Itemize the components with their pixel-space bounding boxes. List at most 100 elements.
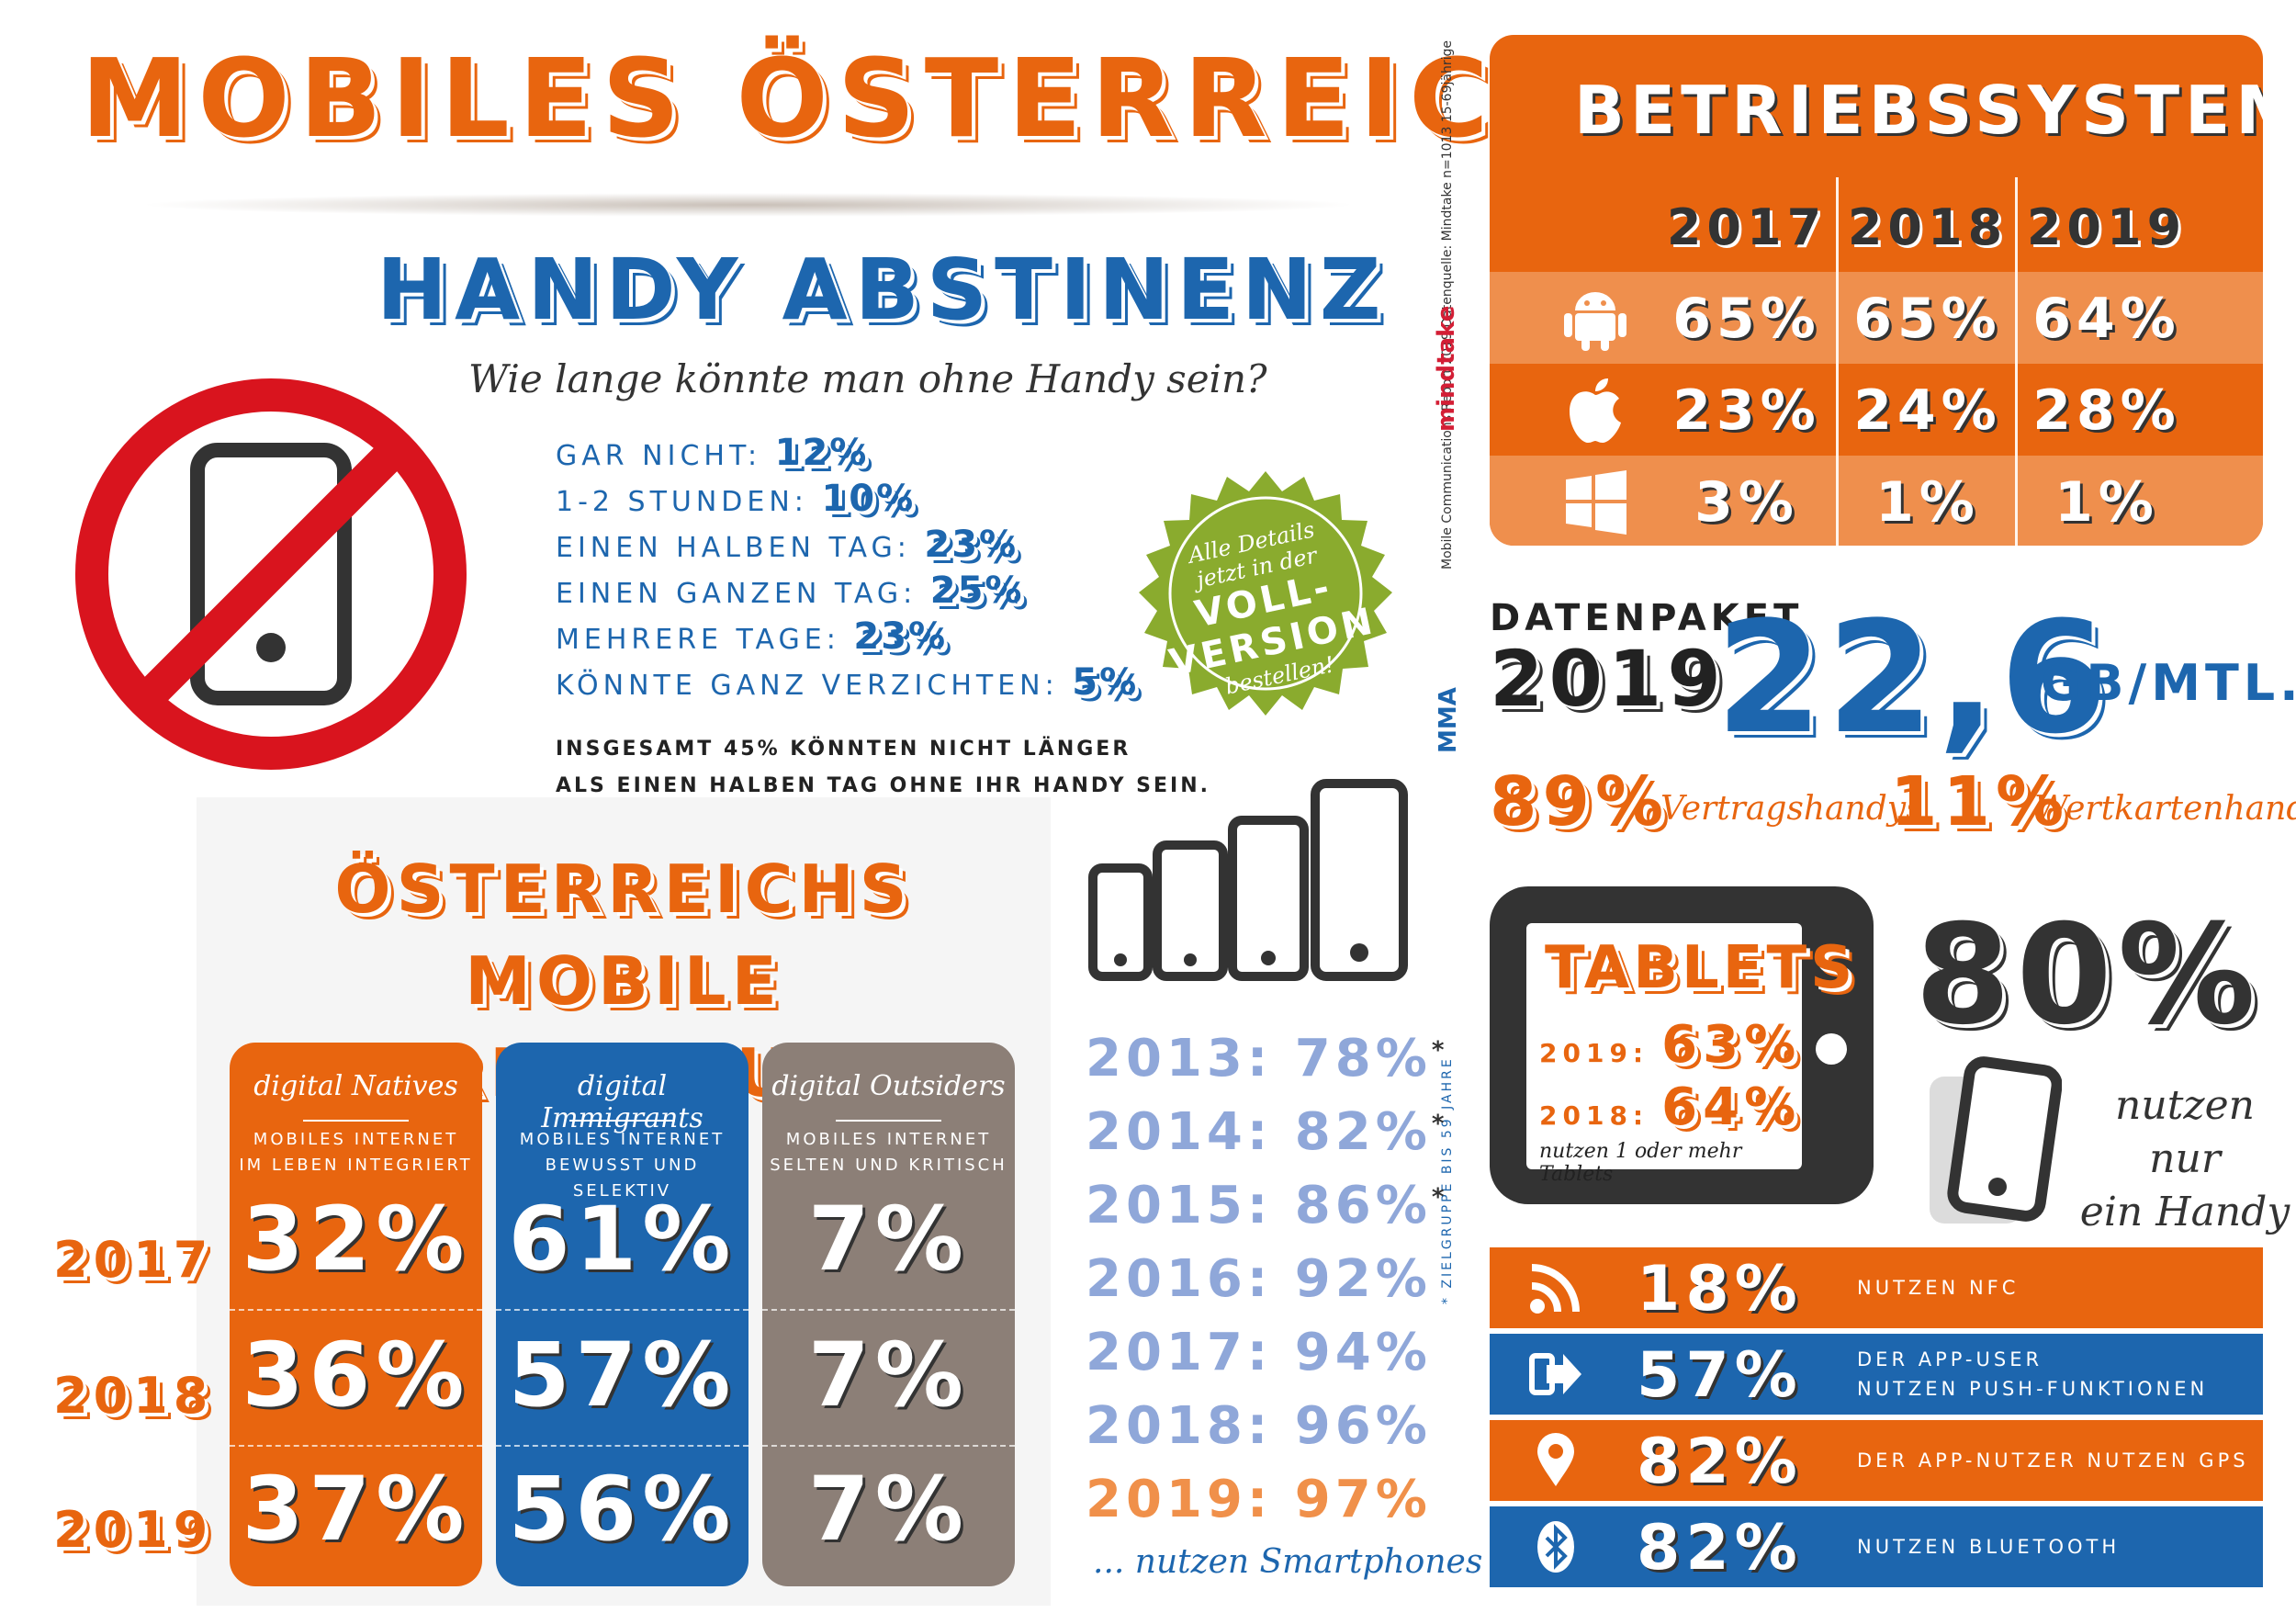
group-digital-immigrants: digital Immigrants MOBILES INTERNET BEWUS…	[496, 1043, 748, 1586]
group-name: digital Outsiders	[771, 1070, 1006, 1102]
mindtake-logo: mindtake	[1433, 305, 1460, 432]
phone-outline-icon	[1930, 1056, 2062, 1224]
datenpaket-year: 2019	[1490, 634, 1727, 724]
windows-icon	[1566, 470, 1626, 535]
group-value: 37%	[242, 1458, 470, 1561]
year-label: 2017	[53, 1231, 214, 1289]
feature-nfc: 18% NUTZEN NFC	[1490, 1247, 2263, 1328]
feature-value: 57%	[1637, 1339, 1803, 1412]
datenpaket-value: 22,6	[1716, 588, 2111, 768]
vertrag-label: Vertragshandys	[1660, 790, 1923, 828]
os-divider	[1836, 177, 1839, 546]
year-label: 2018	[53, 1367, 214, 1425]
feature-text: NUTZEN BLUETOOTH	[1857, 1536, 2121, 1558]
os-row-windows: 3% 1% 1%	[1490, 456, 2263, 546]
os-year-2018: 2018	[1847, 198, 2009, 256]
group-name: digital Natives	[253, 1070, 458, 1102]
os-value: 64%	[2032, 287, 2181, 351]
group-desc: MOBILES INTERNET SELTEN UND KRITISCH	[770, 1130, 1007, 1175]
os-value: 28%	[2032, 378, 2181, 443]
group-value: 56%	[508, 1458, 737, 1561]
smartphone-row: 2017: 94%	[1086, 1323, 1432, 1382]
os-value: 24%	[1853, 378, 2002, 443]
source-note: Mobile Communications Report 2019 Datenq…	[1440, 40, 1455, 570]
abstinenz-item: KÖNNTE GANZ VERZICHTEN: 5%	[556, 661, 1139, 704]
group-digital-outsiders: digital Outsiders MOBILES INTERNET SELTEN…	[762, 1043, 1015, 1586]
os-value: 65%	[1672, 287, 1821, 351]
tablet-screen: TABLETS 2019: 63% 2018: 64% nutzen 1 oder …	[1526, 923, 1852, 1186]
abstinenz-item: EINEN HALBEN TAG: 23%	[556, 524, 1019, 566]
year-label: 2019	[53, 1501, 214, 1559]
bluetooth-icon	[1537, 1521, 1574, 1573]
group-value: 61%	[508, 1188, 737, 1291]
nfc-icon	[1530, 1264, 1580, 1314]
vertrag-percent: 89%	[1490, 762, 1670, 841]
android-icon	[1564, 292, 1626, 351]
os-value: 1%	[2054, 470, 2159, 535]
smartphone-row: 2014: 82%*	[1086, 1102, 1449, 1162]
tablet-home-button	[1816, 1033, 1847, 1065]
os-row-apple: 23% 24% 28%	[1490, 364, 2263, 456]
wertkarten-percent: 11%	[1890, 762, 2070, 841]
os-divider	[2015, 177, 2018, 546]
phone-sizes-icon	[1088, 779, 1408, 981]
abstinenz-item: GAR NICHT: 12%	[556, 432, 869, 474]
smartphones-note: ... nutzen Smartphones	[1093, 1543, 1483, 1581]
smartphone-row: 2013: 78%*	[1086, 1029, 1449, 1088]
os-value: 23%	[1672, 378, 1821, 443]
os-row-android: 65% 65% 64%	[1490, 272, 2263, 364]
abstinenz-item: EINEN GANZEN TAG: 25%	[556, 570, 1024, 612]
feature-value: 82%	[1637, 1512, 1803, 1585]
only-handy-percent: 80%	[1915, 896, 2262, 1055]
group-desc: MOBILES INTERNET IM LEBEN INTEGRIERT	[239, 1130, 473, 1175]
smartphone-row: 2019: 97%	[1086, 1470, 1432, 1529]
group-value: 7%	[808, 1458, 969, 1561]
os-value: 3%	[1694, 470, 1799, 535]
tablet-row-2018: 2018: 64%	[1539, 1077, 1802, 1137]
title-divider	[138, 193, 1359, 217]
os-value: 65%	[1853, 287, 2002, 351]
feature-text: DER APP-NUTZER NUTZEN GPS	[1857, 1449, 2249, 1472]
feature-gps: 82% DER APP-NUTZER NUTZEN GPS	[1490, 1420, 2263, 1501]
os-panel: BETRIEBSSYSTEME 2017 2018 2019 65% 65% 6…	[1490, 35, 2263, 546]
feature-value: 18%	[1637, 1253, 1803, 1325]
abstinenz-item: 1-2 STUNDEN: 10%	[556, 478, 916, 520]
feature-value: 82%	[1637, 1426, 1803, 1498]
os-year-2017: 2017	[1666, 198, 1828, 256]
wertkarten-label: Wertkartenhandys	[2034, 790, 2296, 828]
feature-push: 57% DER APP-USER NUTZEN PUSH-FUNKTIONEN	[1490, 1334, 2263, 1415]
smartphone-row: 2016: 92%	[1086, 1249, 1432, 1309]
group-desc: MOBILES INTERNET BEWUSST UND SELEKTIV	[519, 1130, 726, 1201]
abstinenz-item: MEHRERE TAGE: 23%	[556, 615, 948, 658]
only-handy-label: nutzen nur ein Handy	[2079, 1082, 2290, 1235]
apple-icon	[1570, 378, 1621, 443]
group-value: 57%	[508, 1324, 737, 1427]
abstinenz-note: INSGESAMT 45% KÖNNTEN NICHT LÄNGER ALS E…	[556, 738, 1210, 797]
group-value: 32%	[242, 1188, 470, 1291]
group-name: digital Immigrants	[541, 1070, 703, 1134]
no-phone-icon	[75, 378, 467, 770]
badge-seal-icon	[1139, 471, 1392, 716]
group-value: 36%	[242, 1324, 470, 1427]
abstinenz-subtitle: Wie lange könnte man ohne Handy sein?	[468, 356, 1267, 401]
smartphone-row: 2015: 86%*	[1086, 1176, 1449, 1235]
tablet-graphic: TABLETS 2019: 63% 2018: 64% nutzen 1 oder …	[1490, 886, 1874, 1204]
gps-pin-icon	[1537, 1433, 1574, 1486]
main-title: MOBILES ÖSTERREICH	[81, 35, 1598, 162]
abstinenz-title: HANDY ABSTINENZ	[377, 241, 1389, 339]
group-value: 7%	[808, 1324, 969, 1427]
datenpaket-unit: GB/MTL.	[2041, 654, 2296, 712]
tablet-row-2019: 2019: 63%	[1539, 1015, 1802, 1075]
os-value: 1%	[1875, 470, 1980, 535]
mma-logo: MMA	[1435, 687, 1462, 753]
feature-text: DER APP-USER NUTZEN PUSH-FUNKTIONEN	[1857, 1348, 2209, 1400]
push-arrow-icon	[1529, 1353, 1581, 1395]
feature-bluetooth: 82% NUTZEN BLUETOOTH	[1490, 1506, 2263, 1587]
os-year-2019: 2019	[2026, 198, 2188, 256]
datenpaket-label: DATENPAKET	[1490, 597, 1804, 639]
smartphone-row: 2018: 96%	[1086, 1396, 1432, 1456]
feature-text: NUTZEN NFC	[1857, 1277, 2020, 1299]
tablets-note: nutzen 1 oder mehr Tablets	[1539, 1140, 1742, 1186]
vollversion-badge[interactable]: Alle Details jetzt in der VOLL- VERSION …	[1128, 464, 1403, 739]
group-digital-natives: digital Natives MOBILES INTERNET IM LEBEN…	[230, 1043, 482, 1586]
